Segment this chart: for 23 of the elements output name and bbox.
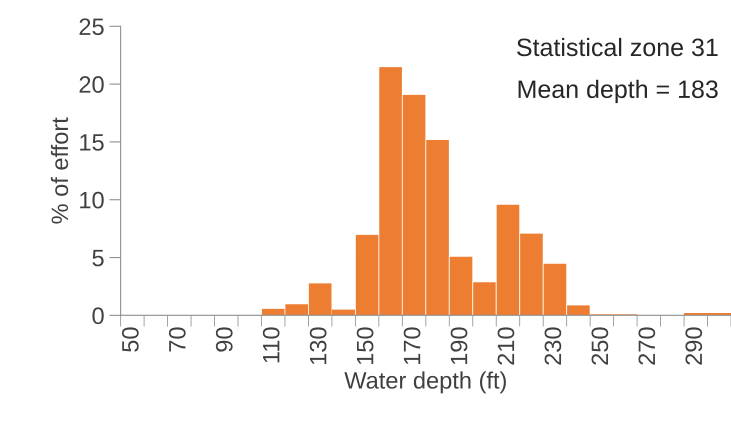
x-tick-label: 150 [356,327,374,364]
y-tick-label: 5 [92,250,104,266]
x-tick-label: 290 [685,327,702,365]
y-tick-label: 0 [92,307,104,324]
x-tick-label: 130 [310,327,326,364]
x-tick-label: 90 [216,327,233,352]
annotation: Statistical zone 31 [517,38,718,56]
annotation: Mean depth = 183 [518,80,718,104]
x-tick-label: 170 [404,327,420,364]
x-tick-label: 210 [498,327,514,365]
y-tick-label: 15 [80,134,104,151]
x-tick-label: 250 [592,327,608,365]
y-tick-label: 25 [80,18,104,36]
x-tick-label: 70 [168,327,186,352]
x-tick-label: 270 [638,327,656,365]
y-axis-title: % of effort [50,117,68,224]
x-tick-label: 50 [122,327,139,352]
x-tick-label: 190 [450,327,468,364]
x-axis-title: Water depth (ft) [344,371,506,394]
x-tick-label: 110 [262,327,280,362]
y-tick-label: 10 [80,192,104,209]
x-tick-label: 230 [544,327,562,365]
y-tick-label: 20 [80,76,104,93]
